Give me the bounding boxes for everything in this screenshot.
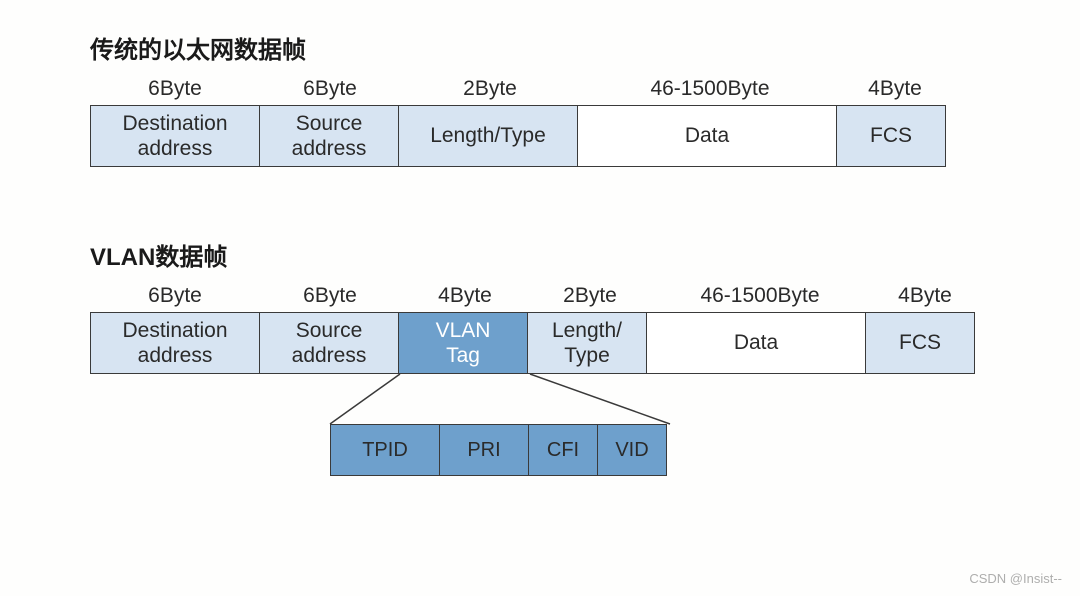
size-label: 46-1500Byte	[580, 77, 840, 103]
size-label: 6Byte	[90, 77, 260, 103]
size-label: 2Byte	[400, 77, 580, 103]
vlan-title: VLAN数据帧	[90, 237, 990, 272]
tag-cfi: CFI	[528, 424, 598, 476]
size-label: 6Byte	[90, 284, 260, 310]
field-length-type: Length/Type	[398, 105, 578, 167]
field-data: Data	[577, 105, 837, 167]
field-length-type: Length/Type	[527, 312, 647, 374]
tag-pri: PRI	[439, 424, 529, 476]
tag-tpid: TPID	[330, 424, 440, 476]
size-label: 46-1500Byte	[650, 284, 870, 310]
field-data: Data	[646, 312, 866, 374]
size-label: 4Byte	[400, 284, 530, 310]
vlan-frame-section: VLAN数据帧 6Byte 6Byte 4Byte 2Byte 46-1500B…	[90, 237, 990, 476]
traditional-frame-section: 传统的以太网数据帧 6Byte 6Byte 2Byte 46-1500Byte …	[90, 30, 990, 167]
field-src-addr: Sourceaddress	[259, 312, 399, 374]
field-fcs: FCS	[865, 312, 975, 374]
connector-lines	[330, 374, 730, 424]
vlan-size-row: 6Byte 6Byte 4Byte 2Byte 46-1500Byte 4Byt…	[90, 284, 990, 310]
field-vlan-tag: VLANTag	[398, 312, 528, 374]
vlan-field-row: Destinationaddress Sourceaddress VLANTag…	[90, 312, 990, 374]
field-dest-addr: Destinationaddress	[90, 312, 260, 374]
field-fcs: FCS	[836, 105, 946, 167]
field-dest-addr: Destinationaddress	[90, 105, 260, 167]
traditional-field-row: Destinationaddress Sourceaddress Length/…	[90, 105, 990, 167]
field-src-addr: Sourceaddress	[259, 105, 399, 167]
vlan-tag-breakdown: TPID PRI CFI VID	[330, 424, 990, 476]
traditional-title: 传统的以太网数据帧	[90, 30, 990, 65]
size-label: 2Byte	[530, 284, 650, 310]
traditional-size-row: 6Byte 6Byte 2Byte 46-1500Byte 4Byte	[90, 77, 990, 103]
size-label: 6Byte	[260, 284, 400, 310]
size-label: 4Byte	[840, 77, 950, 103]
size-label: 4Byte	[870, 284, 980, 310]
watermark: CSDN @Insist--	[969, 571, 1062, 586]
size-label: 6Byte	[260, 77, 400, 103]
tag-vid: VID	[597, 424, 667, 476]
